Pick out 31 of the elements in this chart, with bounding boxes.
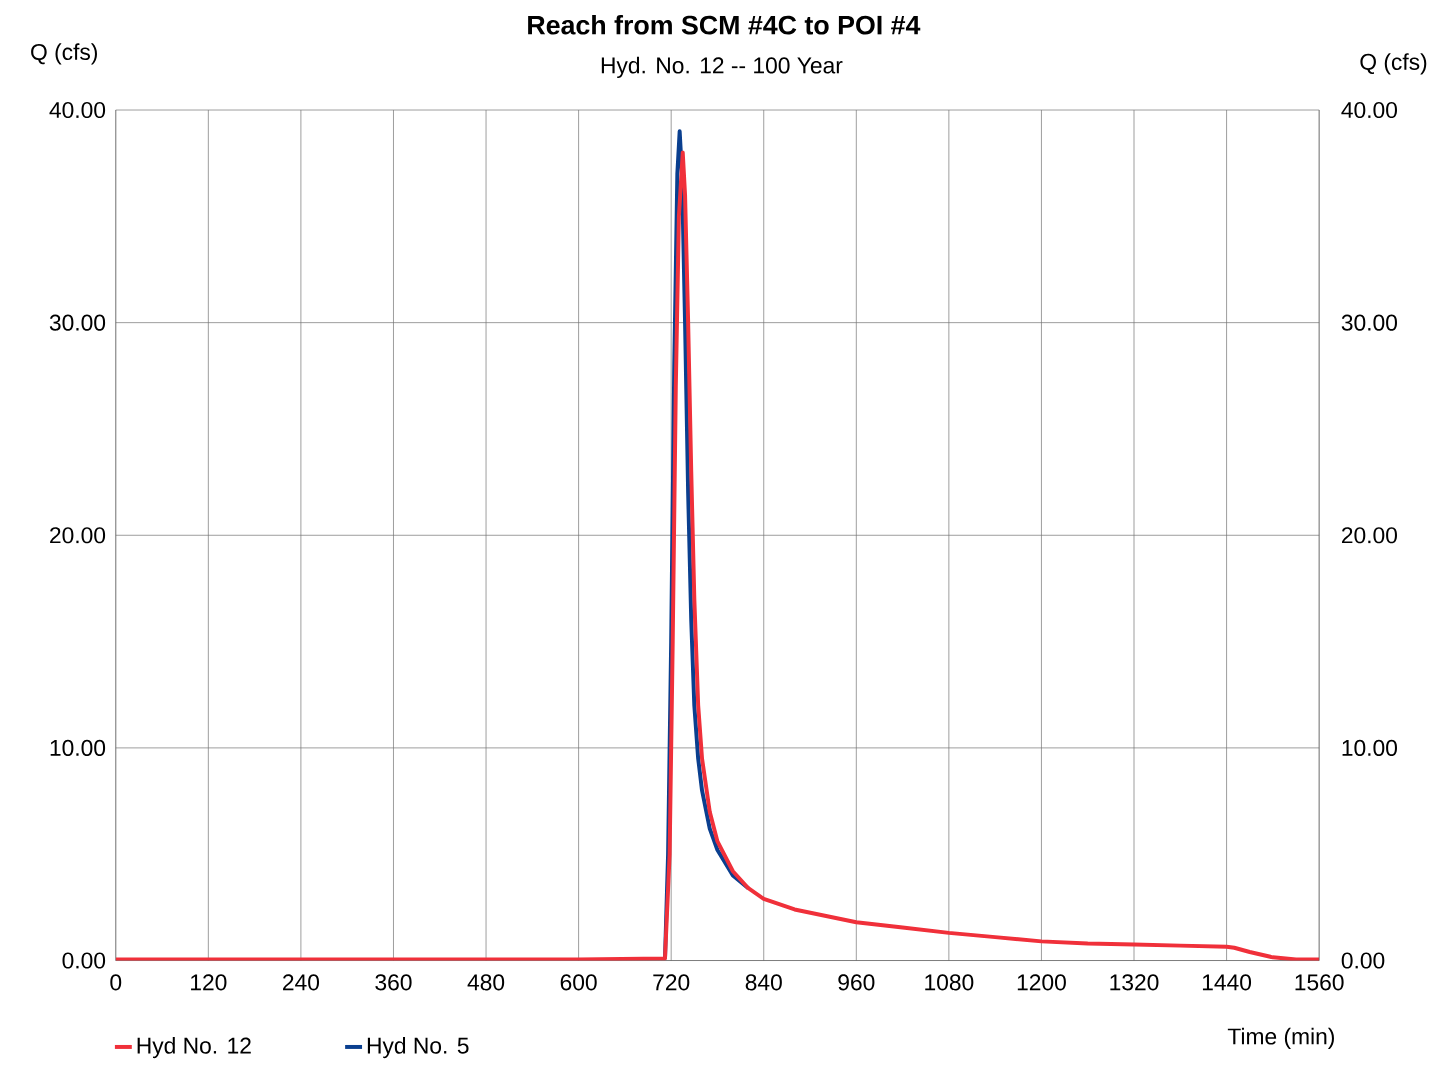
legend-label: Hyd No. 5 xyxy=(367,1037,469,1059)
chart-subtitle: Hyd. No. 12 -- 100 Year xyxy=(601,57,843,79)
y-tick-label: 20.00 xyxy=(50,527,106,544)
legend-label: Hyd No. 12 xyxy=(137,1037,251,1059)
x-tick-label: 720 xyxy=(653,974,690,991)
x-tick-label: 1440 xyxy=(1202,974,1252,991)
x-tick-label: 960 xyxy=(838,974,875,991)
y-tick-label: 40.00 xyxy=(49,102,106,119)
y-tick-label: 0.00 xyxy=(62,952,106,969)
x-tick-label: 120 xyxy=(191,974,227,991)
x-tick-label: 240 xyxy=(283,974,320,991)
x-tick-label: 360 xyxy=(375,974,412,991)
y2-tick-label: 40.00 xyxy=(1341,102,1397,119)
y-axis-title: Q (cfs) xyxy=(31,43,97,65)
y2-tick-label: 0.00 xyxy=(1341,952,1385,969)
x-tick-label: 1200 xyxy=(1017,974,1066,991)
x-tick-label: 480 xyxy=(467,974,505,991)
x-tick-label: 600 xyxy=(560,974,597,991)
y2-tick-label: 30.00 xyxy=(1341,314,1397,331)
y-tick-label: 30.00 xyxy=(49,314,106,331)
x-tick-label: 0 xyxy=(110,974,122,991)
x-tick-label: 1320 xyxy=(1110,974,1159,991)
chart-title: Reach from SCM #4C to POI #4 xyxy=(528,15,921,35)
x-tick-label: 1560 xyxy=(1295,974,1344,991)
y2-tick-label: 20.00 xyxy=(1341,527,1397,544)
y-tick-label: 10.00 xyxy=(50,740,106,757)
y2-axis-title: Q (cfs) xyxy=(1360,53,1427,75)
x-tick-label: 840 xyxy=(745,974,782,991)
x-tick-label: 1080 xyxy=(925,974,974,991)
x-axis-title: Time (min) xyxy=(1227,1028,1334,1050)
y2-tick-label: 10.00 xyxy=(1342,740,1397,757)
